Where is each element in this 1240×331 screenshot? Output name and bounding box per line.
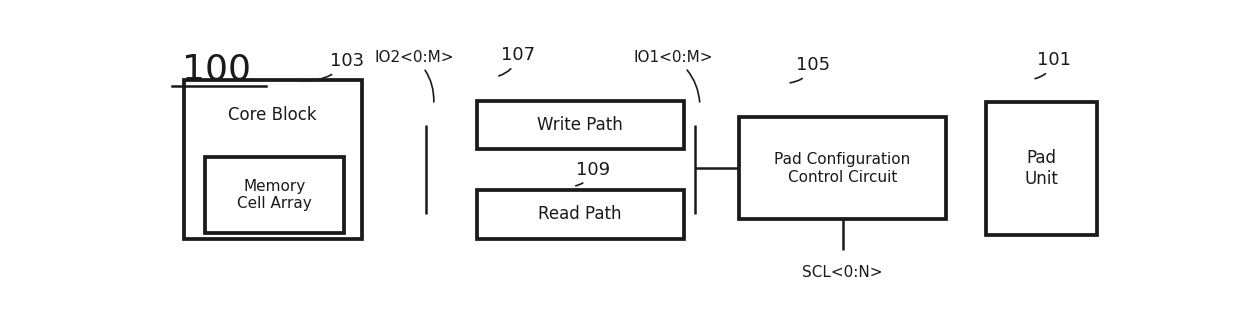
Text: SCL<0:N>: SCL<0:N> bbox=[802, 265, 883, 280]
Text: 103: 103 bbox=[298, 52, 365, 81]
Text: 107: 107 bbox=[498, 46, 536, 76]
Bar bbox=[184, 80, 362, 239]
Text: Core Block: Core Block bbox=[228, 106, 317, 124]
Text: 100: 100 bbox=[182, 52, 250, 86]
Text: Pad Configuration
Control Circuit: Pad Configuration Control Circuit bbox=[775, 152, 910, 185]
Bar bbox=[205, 157, 345, 233]
Text: 101: 101 bbox=[1035, 51, 1071, 79]
Text: Memory
Cell Array: Memory Cell Array bbox=[237, 179, 312, 212]
Text: Read Path: Read Path bbox=[538, 205, 622, 223]
Bar bbox=[739, 118, 946, 219]
Text: IO2<0:M>: IO2<0:M> bbox=[374, 50, 454, 102]
Text: Write Path: Write Path bbox=[537, 116, 624, 134]
Bar bbox=[477, 101, 683, 149]
Text: 105: 105 bbox=[790, 56, 831, 83]
Text: IO1<0:M>: IO1<0:M> bbox=[634, 50, 713, 102]
Text: 109: 109 bbox=[575, 161, 610, 186]
Bar bbox=[477, 190, 683, 239]
Bar bbox=[986, 102, 1096, 235]
Text: Pad
Unit: Pad Unit bbox=[1024, 149, 1059, 188]
